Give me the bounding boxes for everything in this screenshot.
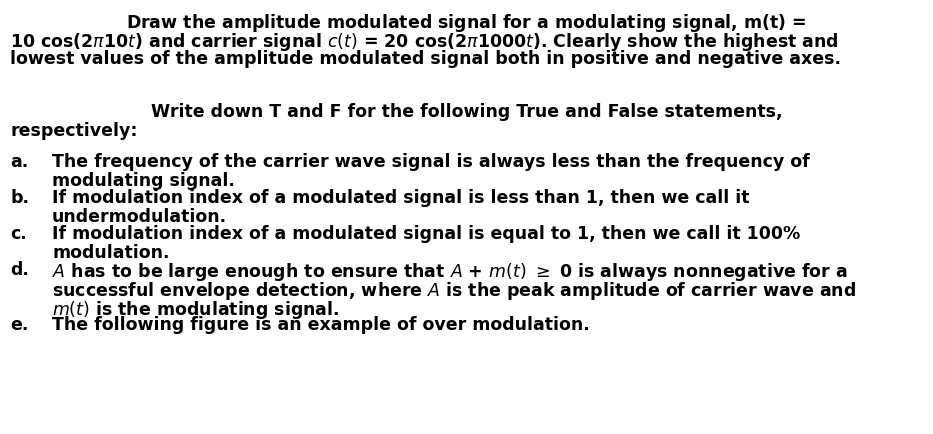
Text: 10 cos(2$\pi$10$t$) and carrier signal $c(t)$ = 20 cos(2$\pi$1000$t$). Clearly s: 10 cos(2$\pi$10$t$) and carrier signal $… bbox=[10, 31, 839, 53]
Text: c.: c. bbox=[10, 224, 27, 242]
Text: Draw the amplitude modulated signal for a modulating signal, $\mathbf{m(t)}$ =: Draw the amplitude modulated signal for … bbox=[126, 12, 807, 34]
Text: undermodulation.: undermodulation. bbox=[52, 207, 227, 225]
Text: If modulation index of a modulated signal is less than 1, then we call it: If modulation index of a modulated signa… bbox=[52, 188, 749, 206]
Text: modulating signal.: modulating signal. bbox=[52, 171, 235, 189]
Text: modulation.: modulation. bbox=[52, 243, 170, 261]
Text: $m(t)$ is the modulating signal.: $m(t)$ is the modulating signal. bbox=[52, 298, 340, 320]
Text: respectively:: respectively: bbox=[10, 122, 137, 140]
Text: b.: b. bbox=[10, 188, 29, 206]
Text: d.: d. bbox=[10, 260, 29, 278]
Text: $A$ has to be large enough to ensure that $A$ + $m(t)$ $\geq$ 0 is always nonneg: $A$ has to be large enough to ensure tha… bbox=[52, 260, 848, 282]
Text: The frequency of the carrier wave signal is always less than the frequency of: The frequency of the carrier wave signal… bbox=[52, 152, 810, 170]
Text: Write down T and F for the following True and False statements,: Write down T and F for the following Tru… bbox=[151, 103, 782, 121]
Text: successful envelope detection, where $A$ is the peak amplitude of carrier wave a: successful envelope detection, where $A$… bbox=[52, 279, 856, 301]
Text: e.: e. bbox=[10, 315, 28, 333]
Text: lowest values of the amplitude modulated signal both in positive and negative ax: lowest values of the amplitude modulated… bbox=[10, 50, 841, 68]
Text: If modulation index of a modulated signal is equal to 1, then we call it 100%: If modulation index of a modulated signa… bbox=[52, 224, 801, 242]
Text: The following figure is an example of over modulation.: The following figure is an example of ov… bbox=[52, 315, 590, 333]
Text: a.: a. bbox=[10, 152, 28, 170]
